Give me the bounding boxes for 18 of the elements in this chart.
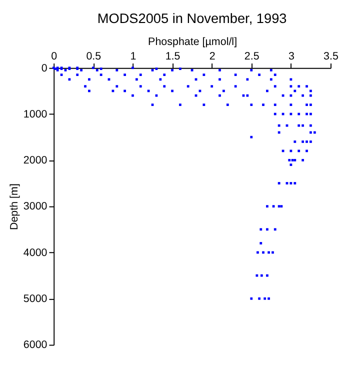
x-tick-label: 0.5 [86, 50, 102, 63]
y-tick-label: 0 [41, 62, 48, 74]
x-tick-label: 3 [288, 50, 294, 63]
y-tick-label: 3000 [23, 200, 48, 213]
x-tick-label: 3.5 [324, 50, 338, 63]
y-axis-title: Depth [m] [8, 184, 21, 230]
y-tick-label: 2000 [23, 154, 48, 167]
x-tick-label: 0 [51, 50, 58, 63]
y-tick-label: 5000 [23, 293, 48, 306]
x-tick-label: 2.5 [244, 50, 260, 63]
x-tick-label: 1.5 [165, 50, 180, 63]
x-axis-title: Phosphate [µmol/l] [148, 36, 238, 48]
y-tick-label: 1000 [23, 108, 48, 120]
y-tick-label: 4000 [23, 246, 48, 259]
x-tick-label: 1 [130, 50, 136, 63]
y-tick-label: 6000 [23, 339, 48, 352]
chart-title: MODS2005 in November, 1993 [97, 11, 287, 26]
x-tick-label: 2 [209, 50, 216, 63]
